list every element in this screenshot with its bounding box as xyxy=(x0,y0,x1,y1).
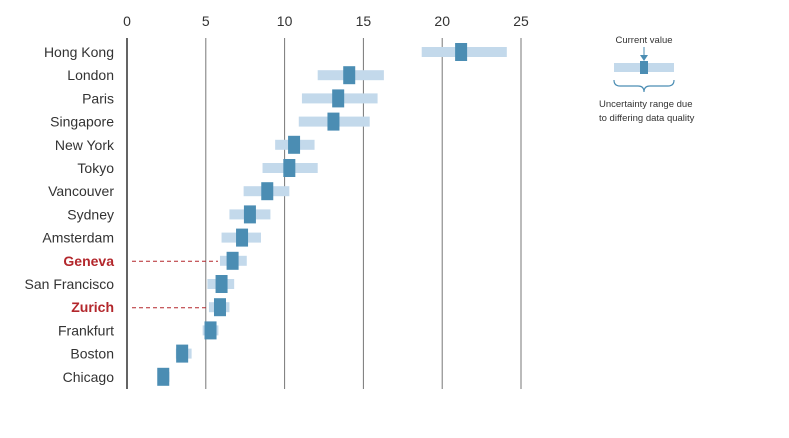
current-value-marker xyxy=(236,228,249,247)
current-value-marker xyxy=(215,275,228,293)
legend-range-label-line2: to differing data quality xyxy=(599,113,695,124)
data-marks xyxy=(132,43,507,386)
current-value-marker xyxy=(343,66,356,85)
legend-marker xyxy=(640,61,648,74)
x-tick-label: 20 xyxy=(434,13,450,29)
current-value-marker xyxy=(261,182,274,201)
current-value-marker xyxy=(226,251,239,270)
legend-arrow-head-icon xyxy=(640,55,648,61)
current-value-marker xyxy=(455,43,468,61)
category-label: Amsterdam xyxy=(42,230,114,246)
category-label: Zurich xyxy=(71,299,114,315)
x-tick-labels: 0 5 10 15 20 25 xyxy=(123,13,529,29)
grid-layer xyxy=(126,38,522,389)
current-value-marker xyxy=(204,321,217,340)
category-label: Tokyo xyxy=(77,160,114,176)
category-label: Geneva xyxy=(63,253,114,269)
x-tick-label: 5 xyxy=(202,13,210,29)
legend-brace-icon xyxy=(613,79,675,93)
category-label: Hong Kong xyxy=(44,44,114,60)
current-value-marker xyxy=(243,205,256,224)
current-value-marker xyxy=(283,159,296,177)
legend-range-label-line1: Uncertainty range due xyxy=(599,99,692,110)
x-tick-label: 10 xyxy=(277,13,293,29)
category-label: Sydney xyxy=(67,206,114,222)
category-label: Singapore xyxy=(50,114,114,130)
category-label: London xyxy=(67,67,114,83)
current-value-marker xyxy=(332,89,345,108)
category-label: New York xyxy=(55,137,115,153)
category-label: Boston xyxy=(70,346,114,362)
category-label: Vancouver xyxy=(48,183,114,199)
legend-current-label: Current value xyxy=(615,35,672,46)
current-value-marker xyxy=(157,367,170,386)
category-label: Frankfurt xyxy=(58,322,114,338)
x-tick-label: 0 xyxy=(123,13,131,29)
current-value-marker xyxy=(327,112,340,131)
current-value-marker xyxy=(213,298,226,317)
x-tick-label: 25 xyxy=(513,13,529,29)
category-label: San Francisco xyxy=(25,276,115,292)
category-label: Chicago xyxy=(63,369,115,385)
category-label: Paris xyxy=(82,90,114,106)
category-labels: Hong Kong London Paris Singapore New York Tok… xyxy=(25,44,115,385)
legend: Current value Uncertainty range due to d… xyxy=(599,35,695,124)
current-value-marker xyxy=(176,344,189,363)
x-tick-label: 15 xyxy=(356,13,372,29)
current-value-marker xyxy=(288,135,301,154)
